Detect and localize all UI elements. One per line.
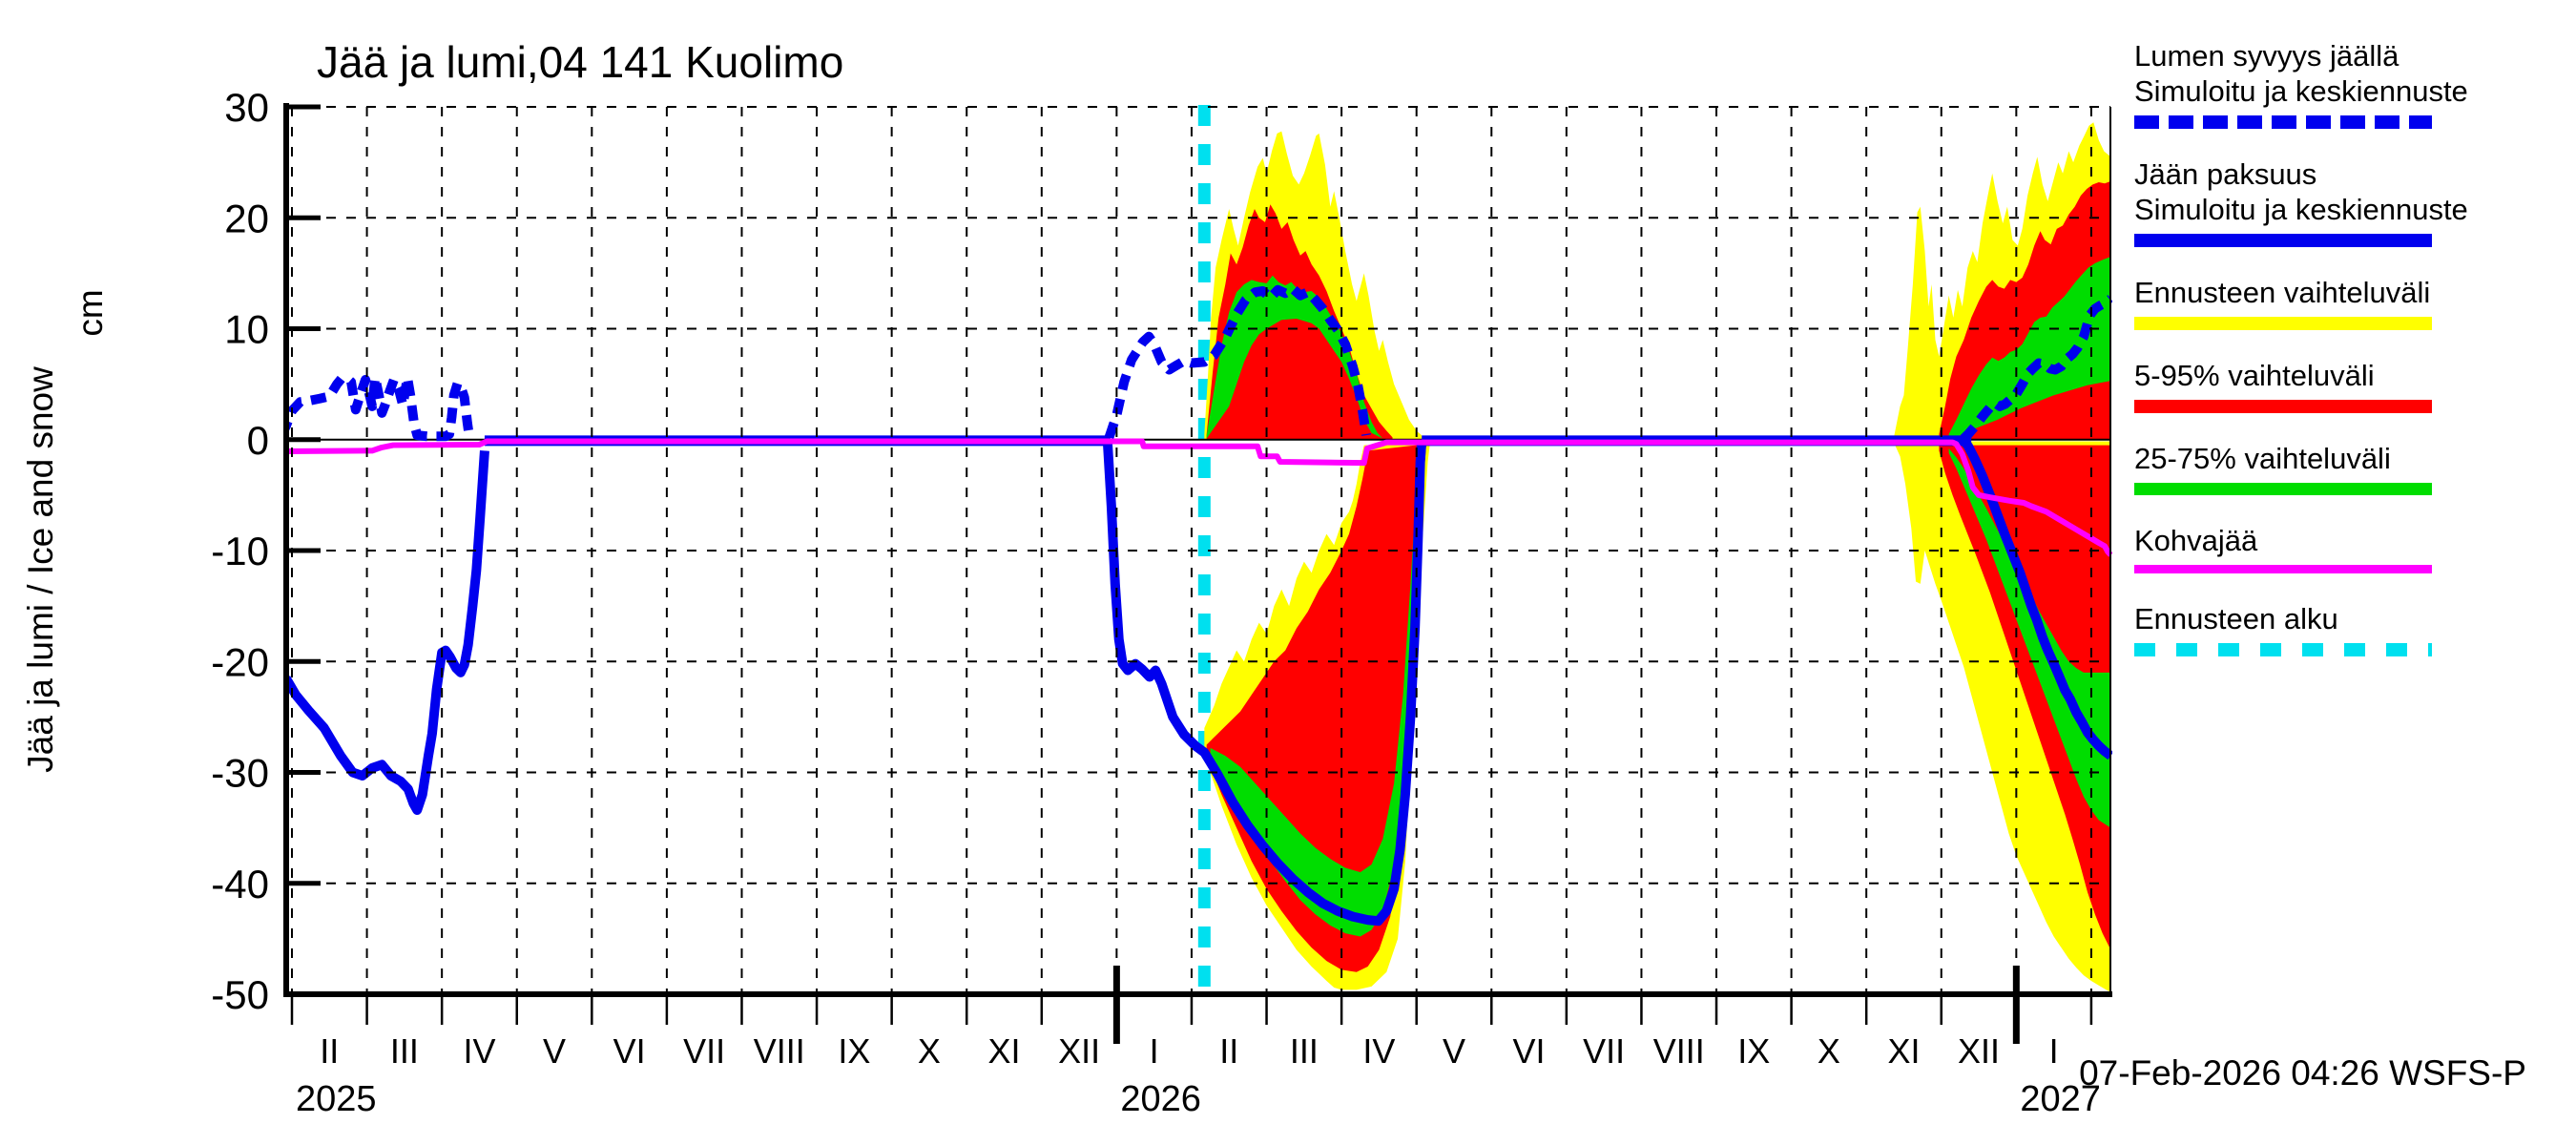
band-range-25-75-ice-2027 — [1948, 448, 2111, 828]
month-label: X — [918, 1031, 941, 1071]
band-range-5-95-ice-2027 — [1939, 445, 2111, 950]
y-tick-label: 30 — [224, 85, 269, 130]
month-label: X — [1818, 1031, 1840, 1071]
legend-swatch-solid-ff0000 — [2134, 400, 2432, 413]
month-label: III — [1290, 1031, 1319, 1071]
month-label: VI — [1513, 1031, 1546, 1071]
band-range-5-95-snow-2026 — [1206, 204, 1393, 440]
series-kohvajaa-line — [286, 438, 2112, 557]
month-label: V — [543, 1031, 566, 1071]
legend: Lumen syvyys jäällä Simuloitu ja keskienn… — [2134, 38, 2554, 684]
legend-swatch-solid-00dd00 — [2134, 483, 2432, 495]
legend-label: Simuloitu ja keskiennuste — [2134, 193, 2468, 226]
legend-item-4: 5-95% vaihteluväli — [2134, 358, 2554, 413]
month-label: I — [2049, 1031, 2059, 1071]
year-label: 2025 — [296, 1079, 377, 1119]
month-label: IV — [463, 1031, 495, 1071]
plot-data-layer — [286, 105, 2112, 998]
legend-label: Ennusteen alku — [2134, 602, 2338, 635]
legend-label: 25-75% vaihteluväli — [2134, 442, 2391, 475]
legend-label: Jään paksuus — [2134, 157, 2317, 191]
month-label: IV — [1362, 1031, 1395, 1071]
month-label: VII — [1583, 1031, 1625, 1071]
series-snow-depth-forecast-2027 — [1960, 295, 2112, 443]
y-tick-label: -50 — [211, 972, 269, 1017]
month-label: XI — [1887, 1031, 1920, 1071]
legend-item-6: Kohvajää — [2134, 523, 2554, 573]
legend-item-7: Ennusteen alku — [2134, 601, 2554, 656]
year-label: 2026 — [1120, 1079, 1201, 1119]
month-label: VIII — [754, 1031, 805, 1071]
month-label: VII — [683, 1031, 725, 1071]
y-tick-label: 0 — [247, 418, 269, 463]
y-tick-label: -30 — [211, 751, 269, 796]
legend-item-1: Lumen syvyys jäällä Simuloitu ja keskienn… — [2134, 38, 2554, 129]
legend-label: Lumen syvyys jäällä — [2134, 39, 2399, 73]
band-range-25-75-snow-2026 — [1206, 275, 1383, 439]
y-tick-label: 20 — [224, 196, 269, 240]
y-tick-label: -20 — [211, 639, 269, 684]
month-label: VIII — [1653, 1031, 1705, 1071]
legend-item-2: Jään paksuus Simuloitu ja keskiennuste — [2134, 156, 2554, 247]
series-snow-depth-2026 — [1104, 283, 1371, 440]
legend-label: Ennusteen vaihteluväli — [2134, 276, 2431, 309]
legend-swatch-dashed-0000ee — [2134, 115, 2432, 129]
legend-swatch-solid-ff00ff — [2134, 565, 2432, 573]
month-label: XII — [1958, 1031, 2000, 1071]
month-label: VI — [613, 1031, 646, 1071]
month-label: II — [320, 1031, 339, 1071]
month-label: II — [1219, 1031, 1238, 1071]
y-tick-label: -10 — [211, 529, 269, 573]
legend-swatch-solid-0000ee — [2134, 234, 2432, 247]
band-range-25-75-ice-2026 — [1210, 446, 1420, 937]
legend-label: Kohvajää — [2134, 524, 2258, 557]
legend-label: Simuloitu ja keskiennuste — [2134, 74, 2468, 108]
month-label: XI — [988, 1031, 1021, 1071]
month-label: III — [390, 1031, 419, 1071]
timestamp: 07-Feb-2026 04:26 WSFS-P — [2079, 1053, 2526, 1093]
y-tick-label: 10 — [224, 307, 269, 352]
legend-item-3: Ennusteen vaihteluväli — [2134, 275, 2554, 330]
y-tick-label: -40 — [211, 862, 269, 906]
month-label: I — [1150, 1031, 1159, 1071]
band-range-25-75-snow-2027 — [1948, 256, 2111, 439]
month-label: V — [1443, 1031, 1465, 1071]
month-label: IX — [838, 1031, 870, 1071]
month-label: IX — [1737, 1031, 1770, 1071]
legend-swatch-solid-ffff00 — [2134, 317, 2432, 330]
chart-title: Jää ja lumi,04 141 Kuolimo — [317, 37, 844, 87]
legend-swatch-dashed-sparse-00e0ef — [2134, 643, 2432, 656]
series-snow-depth-on-ice-2025 — [286, 372, 475, 442]
series-ice-thickness-2025 — [286, 450, 489, 816]
legend-item-5: 25-75% vaihteluväli — [2134, 441, 2554, 495]
year-label: 2027 — [2020, 1079, 2101, 1119]
series-ice-thickness-2026 — [1102, 440, 1427, 926]
month-label: XII — [1058, 1031, 1100, 1071]
legend-label: 5-95% vaihteluväli — [2134, 359, 2375, 392]
